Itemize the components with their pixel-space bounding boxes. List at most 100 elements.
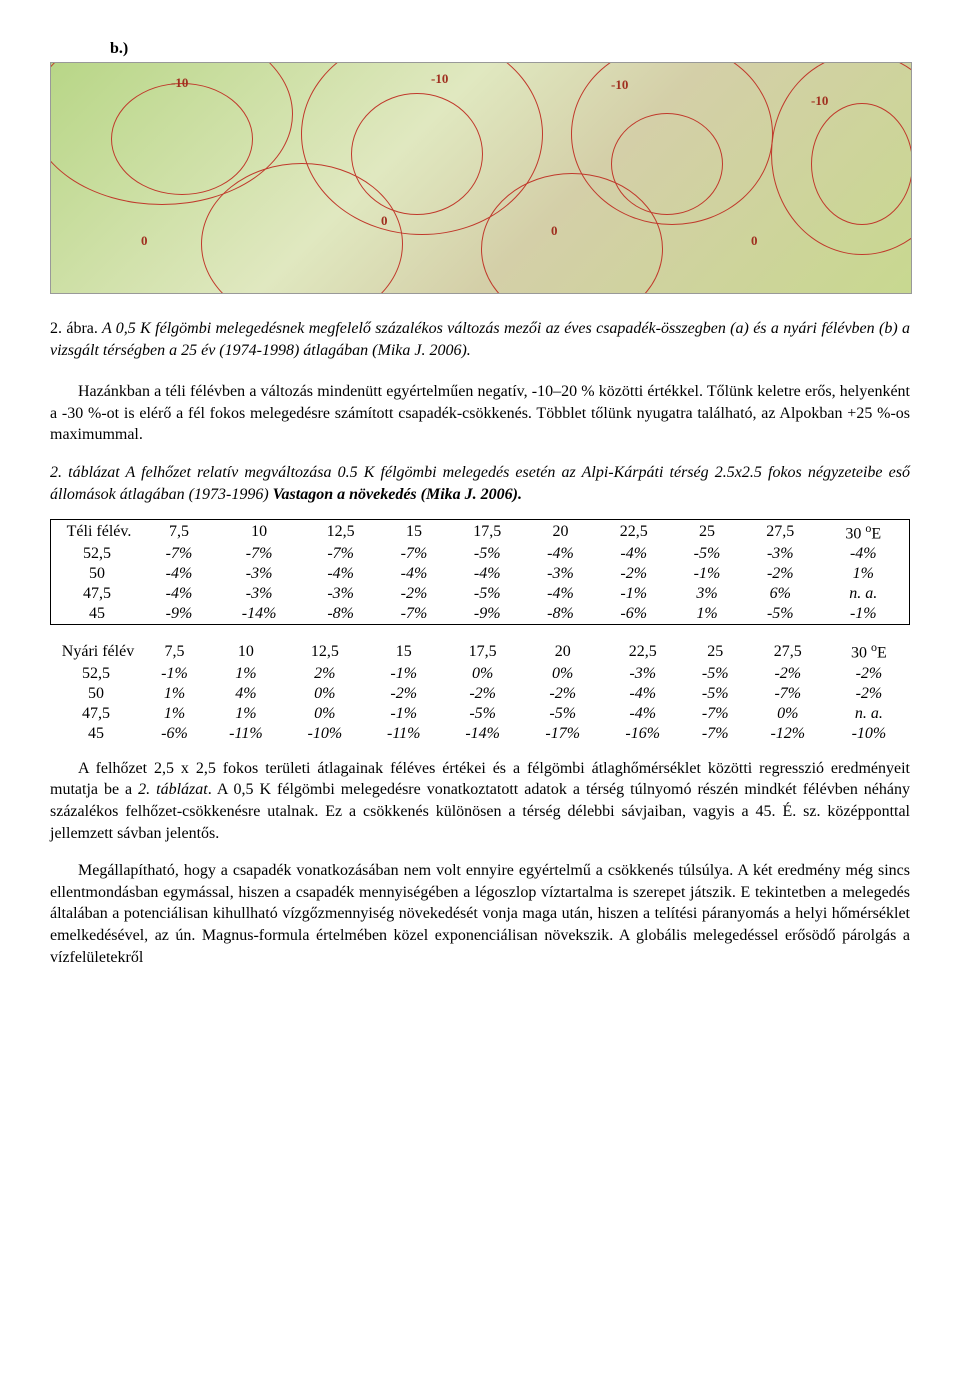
table-cell: -14% — [443, 724, 523, 744]
table-cell: -5% — [450, 584, 525, 604]
figure-caption-text: A 0,5 K félgömbi melegedésnek megfelelő … — [50, 320, 910, 359]
table-row-header: 50 — [51, 564, 144, 584]
paragraph-3: Megállapítható, hogy a csapadék vonatkoz… — [50, 860, 910, 968]
table-col-header: 15 — [365, 639, 443, 663]
table-cell: -4% — [525, 544, 597, 564]
table-col-header: 7,5 — [143, 520, 215, 545]
table-cell: -4% — [143, 564, 215, 584]
table-col-header: 25 — [671, 520, 743, 545]
table-cell: -1% — [142, 664, 207, 684]
para2-italic: 2. táblázat — [138, 781, 208, 798]
table-cell: n. a. — [818, 584, 910, 604]
contour-label: 0 — [551, 223, 558, 239]
table-cell: -2% — [523, 684, 603, 704]
table-cell: -4% — [603, 704, 683, 724]
table-title-cell: Téli félév. — [51, 520, 144, 545]
table-row-header: 47,5 — [51, 584, 144, 604]
table-cell: -2% — [828, 664, 910, 684]
table-cell: 6% — [743, 584, 818, 604]
table-cell: -9% — [450, 604, 525, 625]
table-cell: -3% — [303, 584, 378, 604]
figure-caption-lead: 2. ábra. — [50, 320, 98, 337]
table-cell: -1% — [671, 564, 743, 584]
contour-line — [111, 83, 253, 195]
table-col-header: 7,5 — [142, 639, 207, 663]
table-col-header: 25 — [683, 639, 748, 663]
table-winter: Téli félév.7,51012,51517,52022,52527,530… — [50, 519, 910, 625]
table-cell: -11% — [207, 724, 285, 744]
table-col-header: 20 — [525, 520, 597, 545]
table-cell: 0% — [443, 664, 523, 684]
table-cell: -1% — [365, 704, 443, 724]
table-cell: 3% — [671, 584, 743, 604]
table-cell: -4% — [378, 564, 450, 584]
table-cell: -6% — [142, 724, 207, 744]
contour-label: -10 — [431, 71, 448, 87]
table-col-header: 20 — [523, 639, 603, 663]
figure-map: -10-10-100000-10 — [50, 62, 912, 294]
table-caption: 2. táblázat A felhőzet relatív megváltoz… — [50, 462, 910, 505]
table-cell: -7% — [748, 684, 828, 704]
table-row-header: 47,5 — [50, 704, 142, 724]
table-cell: -2% — [743, 564, 818, 584]
table-cell: -10% — [828, 724, 910, 744]
table-cell: -4% — [303, 564, 378, 584]
table-cell: -2% — [378, 584, 450, 604]
table-cell: -4% — [525, 584, 597, 604]
table-cell: -3% — [215, 584, 303, 604]
table-row-header: 50 — [50, 684, 142, 704]
table-cell: 0% — [285, 684, 365, 704]
table-cell: -10% — [285, 724, 365, 744]
contour-label: -10 — [611, 77, 628, 93]
table-col-header: 27,5 — [748, 639, 828, 663]
table-cell: -5% — [683, 684, 748, 704]
table-col-header: 22,5 — [596, 520, 671, 545]
table-cell: -4% — [143, 584, 215, 604]
table-caption-bold: Vastagon a növekedés (Mika J. 2006). — [273, 486, 522, 503]
table-cell: 1% — [207, 664, 285, 684]
table-row-header: 45 — [50, 724, 142, 744]
table-cell: -5% — [683, 664, 748, 684]
table-cell: 4% — [207, 684, 285, 704]
table-title-cell: Nyári félév — [50, 639, 142, 663]
table-cell: 1% — [142, 704, 207, 724]
contour-label: -10 — [171, 75, 188, 91]
table-cell: -5% — [450, 544, 525, 564]
table-cell: 0% — [523, 664, 603, 684]
table-summer: Nyári félév7,51012,51517,52022,52527,530… — [50, 639, 910, 743]
table-cell: -6% — [596, 604, 671, 625]
table-cell: -2% — [828, 684, 910, 704]
table-cell: -3% — [215, 564, 303, 584]
table-cell: -8% — [525, 604, 597, 625]
table-cell: -14% — [215, 604, 303, 625]
table-cell: -17% — [523, 724, 603, 744]
table-row-header: 45 — [51, 604, 144, 625]
table-cell: -4% — [818, 544, 910, 564]
table-cell: -7% — [683, 704, 748, 724]
table-cell: -12% — [748, 724, 828, 744]
table-cell: -7% — [378, 604, 450, 625]
table-cell: -8% — [303, 604, 378, 625]
contour-label: 0 — [751, 233, 758, 249]
table-cell: -5% — [671, 544, 743, 564]
table-cell: -1% — [596, 584, 671, 604]
table-cell: -11% — [365, 724, 443, 744]
table-cell: 2% — [285, 664, 365, 684]
table-cell: 1% — [142, 684, 207, 704]
table-cell: -16% — [603, 724, 683, 744]
table-row-header: 52,5 — [51, 544, 144, 564]
table-col-header: 30 oE — [828, 639, 910, 663]
table-cell: -3% — [743, 544, 818, 564]
table-cell: -5% — [523, 704, 603, 724]
table-cell: -4% — [603, 684, 683, 704]
table-col-header: 12,5 — [303, 520, 378, 545]
figure-panel-label: b.) — [110, 40, 910, 58]
table-cell: -2% — [748, 664, 828, 684]
table-cell: -4% — [596, 544, 671, 564]
table-col-header: 22,5 — [603, 639, 683, 663]
figure-caption: 2. ábra. A 0,5 K félgömbi melegedésnek m… — [50, 318, 910, 361]
table-cell: n. a. — [828, 704, 910, 724]
table-cell: -3% — [603, 664, 683, 684]
table-col-header: 27,5 — [743, 520, 818, 545]
table-row-header: 52,5 — [50, 664, 142, 684]
